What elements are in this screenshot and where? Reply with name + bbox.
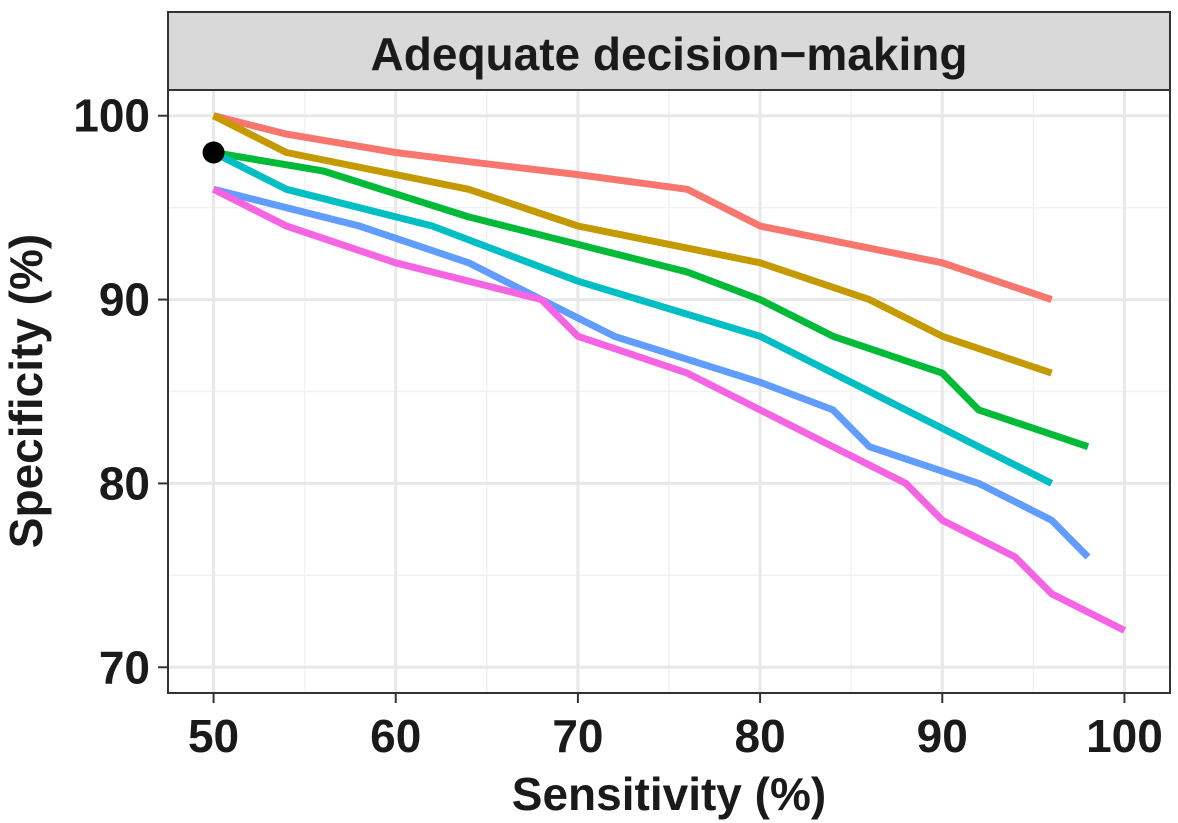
data-point-1 bbox=[202, 141, 225, 164]
x-tick-label: 100 bbox=[1086, 710, 1163, 762]
y-tick-label: 90 bbox=[99, 274, 150, 326]
y-axis: 70 80 90 100 bbox=[73, 90, 168, 693]
x-axis: 50 60 70 80 90 100 bbox=[188, 693, 1163, 762]
data-points bbox=[202, 141, 225, 164]
series-line-1 bbox=[212, 112, 1053, 303]
series-line-4 bbox=[211, 149, 1054, 487]
y-tick-label: 70 bbox=[99, 641, 150, 693]
facet-strip-title: Adequate decision−making bbox=[371, 28, 968, 80]
plot-panel-border bbox=[167, 89, 1171, 694]
series-line-5 bbox=[212, 185, 1091, 560]
series-lines bbox=[211, 112, 1127, 634]
x-tick-label: 70 bbox=[552, 710, 603, 762]
series-line-6 bbox=[211, 186, 1127, 634]
y-axis-title: Specificity (%) bbox=[0, 234, 52, 548]
series-line-3 bbox=[212, 149, 1090, 451]
x-axis-title: Sensitivity (%) bbox=[512, 768, 826, 820]
facet-strip bbox=[167, 11, 1171, 91]
grid bbox=[168, 90, 1170, 693]
series-line-2 bbox=[211, 112, 1053, 377]
x-tick-label: 90 bbox=[917, 710, 968, 762]
y-tick-label: 80 bbox=[99, 457, 150, 509]
x-tick-label: 60 bbox=[370, 710, 421, 762]
x-tick-label: 50 bbox=[188, 710, 239, 762]
x-tick-label: 80 bbox=[735, 710, 786, 762]
y-tick-label: 100 bbox=[73, 90, 150, 142]
